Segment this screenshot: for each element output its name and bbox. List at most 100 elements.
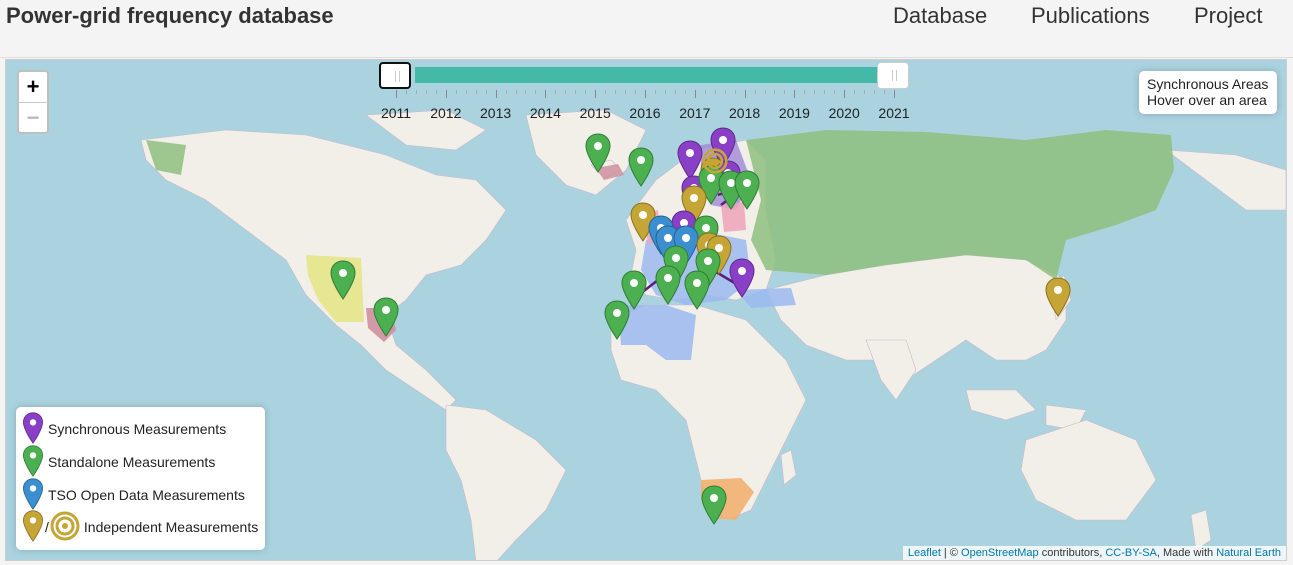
legend-tso: TSO Open Data Measurements xyxy=(22,477,245,513)
zoom-out-button[interactable]: − xyxy=(19,102,47,132)
minor-tick xyxy=(804,90,806,94)
year-tick xyxy=(744,90,746,98)
minor-tick xyxy=(864,90,866,94)
minor-tick xyxy=(824,90,826,94)
legend-independent: / Independent Measurements xyxy=(22,509,259,545)
minor-tick xyxy=(485,90,487,94)
site-title[interactable]: Power-grid frequency database xyxy=(6,3,334,28)
minor-tick xyxy=(405,90,407,94)
minor-tick xyxy=(704,90,706,94)
sync-info-hint: Hover over an area xyxy=(1147,92,1267,108)
minor-tick xyxy=(764,90,766,94)
independent-marker[interactable] xyxy=(681,185,707,225)
minor-tick xyxy=(754,90,756,94)
standalone-marker[interactable] xyxy=(655,265,681,305)
natural-earth-link[interactable]: Natural Earth xyxy=(1216,547,1281,559)
osm-link[interactable]: OpenStreetMap xyxy=(961,547,1039,559)
minor-tick xyxy=(585,90,587,94)
standalone-marker[interactable] xyxy=(330,260,356,300)
standalone-marker[interactable] xyxy=(628,147,654,187)
year-ticks: 2011 2012 2013 2014 2015 2016 2017 2018 2019 2020… xyxy=(379,90,913,121)
standalone-marker[interactable] xyxy=(701,485,727,525)
minor-tick xyxy=(874,90,876,94)
minor-tick xyxy=(884,90,886,94)
year-tick xyxy=(645,90,646,98)
minor-tick xyxy=(615,90,617,94)
legend-standalone: Standalone Measurements xyxy=(22,444,215,480)
year-tick xyxy=(396,90,397,98)
minor-tick xyxy=(714,90,716,94)
independent-marker[interactable] xyxy=(630,202,656,242)
independent-target-icon[interactable] xyxy=(702,148,728,174)
year-tick-label: 2011 xyxy=(380,105,412,121)
nav-project[interactable]: Project xyxy=(1194,3,1263,28)
minor-tick xyxy=(814,90,816,94)
standalone-marker[interactable] xyxy=(734,170,760,210)
gold-marker-icon xyxy=(22,509,44,545)
year-range-track[interactable] xyxy=(415,67,881,83)
attribution-made: , Made with xyxy=(1156,547,1217,559)
year-tick-label: 2014 xyxy=(529,105,561,121)
purple-marker-icon xyxy=(22,411,44,447)
standalone-marker[interactable] xyxy=(604,300,630,340)
synchronous-marker[interactable] xyxy=(729,258,755,298)
leaflet-link[interactable]: Leaflet xyxy=(907,547,941,559)
minor-tick xyxy=(425,90,427,94)
range-end-handle[interactable] xyxy=(877,62,909,89)
green-marker-icon xyxy=(22,444,44,480)
attribution-contrib: contributors, xyxy=(1038,547,1106,559)
nav-database[interactable]: Database xyxy=(893,3,988,28)
independent-marker[interactable] xyxy=(1045,277,1071,317)
minor-tick xyxy=(415,90,417,94)
year-tick-label: 2016 xyxy=(629,105,661,121)
range-start-handle[interactable] xyxy=(379,62,411,89)
minor-tick xyxy=(455,90,457,94)
minor-tick xyxy=(784,90,786,94)
minor-tick xyxy=(635,90,637,94)
zoom-control: + − xyxy=(17,70,49,134)
minor-tick xyxy=(734,90,736,94)
year-range-slider[interactable]: 2011 2012 2013 2014 2015 2016 2017 2018 2019 2020… xyxy=(379,60,913,130)
standalone-marker[interactable] xyxy=(585,133,611,173)
standalone-marker[interactable] xyxy=(621,270,647,310)
year-tick-label: 2020 xyxy=(828,105,860,121)
standalone-marker[interactable] xyxy=(698,165,724,205)
year-tick xyxy=(495,90,497,98)
site-header: Power-grid frequency database Database P… xyxy=(0,0,1293,58)
world-map[interactable]: 2011 2012 2013 2014 2015 2016 2017 2018 2019 2020… xyxy=(5,59,1287,561)
blue-marker-icon xyxy=(22,477,44,513)
legend-separator: / xyxy=(45,519,49,535)
standalone-marker[interactable] xyxy=(373,297,399,337)
target-circle-icon xyxy=(50,511,80,544)
standalone-marker[interactable] xyxy=(684,270,710,310)
license-link[interactable]: CC-BY-SA xyxy=(1105,547,1157,559)
year-tick-label: 2013 xyxy=(480,105,512,121)
zoom-in-button[interactable]: + xyxy=(26,74,40,99)
minor-tick xyxy=(674,90,676,94)
minor-tick xyxy=(774,90,776,94)
minor-tick xyxy=(724,90,726,94)
year-tick-label: 2012 xyxy=(430,105,462,121)
year-tick-label: 2021 xyxy=(878,105,910,121)
year-tick xyxy=(545,90,547,98)
year-tick-label: 2018 xyxy=(729,105,761,121)
attribution-sep: | © xyxy=(940,547,962,559)
year-tick xyxy=(445,90,447,98)
legend-synchronous: Synchronous Measurements xyxy=(22,411,226,447)
legend-label: TSO Open Data Measurements xyxy=(48,487,245,503)
minor-tick xyxy=(625,90,627,94)
year-tick xyxy=(794,90,796,98)
year-tick xyxy=(595,90,597,98)
minor-tick xyxy=(854,90,856,94)
minor-tick xyxy=(834,90,836,94)
legend-label: Independent Measurements xyxy=(83,519,259,535)
nav-publications[interactable]: Publications xyxy=(1031,3,1150,28)
map-legend: Synchronous Measurements Standalone Meas… xyxy=(16,407,265,550)
year-tick-label: 2019 xyxy=(778,105,810,121)
minor-tick xyxy=(525,90,527,94)
minor-tick xyxy=(475,90,477,94)
year-tick-label: 2017 xyxy=(679,105,711,121)
minor-tick xyxy=(505,90,507,94)
minor-tick xyxy=(555,90,557,94)
minor-tick xyxy=(664,90,666,94)
